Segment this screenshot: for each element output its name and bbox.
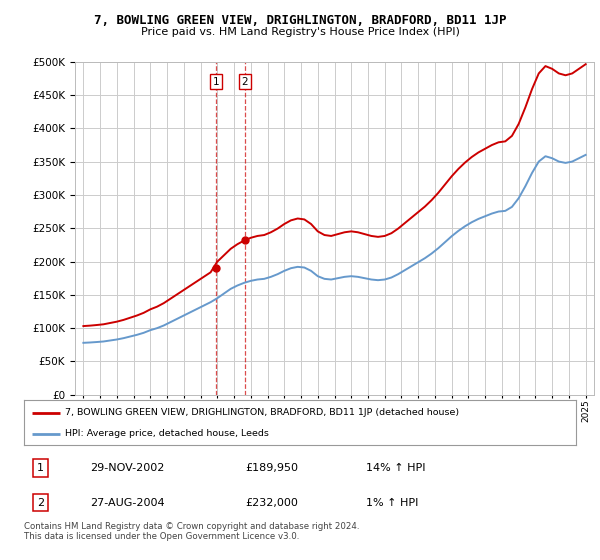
Text: 7, BOWLING GREEN VIEW, DRIGHLINGTON, BRADFORD, BD11 1JP: 7, BOWLING GREEN VIEW, DRIGHLINGTON, BRA… <box>94 14 506 27</box>
Text: £189,950: £189,950 <box>245 463 298 473</box>
Text: 7, BOWLING GREEN VIEW, DRIGHLINGTON, BRADFORD, BD11 1JP (detached house): 7, BOWLING GREEN VIEW, DRIGHLINGTON, BRA… <box>65 408 460 417</box>
Text: 2: 2 <box>37 498 44 507</box>
Text: 2: 2 <box>242 77 248 87</box>
Text: £232,000: £232,000 <box>245 498 298 507</box>
Text: Price paid vs. HM Land Registry's House Price Index (HPI): Price paid vs. HM Land Registry's House … <box>140 27 460 37</box>
Text: 14% ↑ HPI: 14% ↑ HPI <box>366 463 426 473</box>
Text: 1: 1 <box>37 463 44 473</box>
Text: Contains HM Land Registry data © Crown copyright and database right 2024.
This d: Contains HM Land Registry data © Crown c… <box>24 522 359 542</box>
Text: 1: 1 <box>212 77 219 87</box>
Text: 1% ↑ HPI: 1% ↑ HPI <box>366 498 419 507</box>
Text: 27-AUG-2004: 27-AUG-2004 <box>90 498 165 507</box>
Text: HPI: Average price, detached house, Leeds: HPI: Average price, detached house, Leed… <box>65 430 269 438</box>
Text: 29-NOV-2002: 29-NOV-2002 <box>90 463 164 473</box>
